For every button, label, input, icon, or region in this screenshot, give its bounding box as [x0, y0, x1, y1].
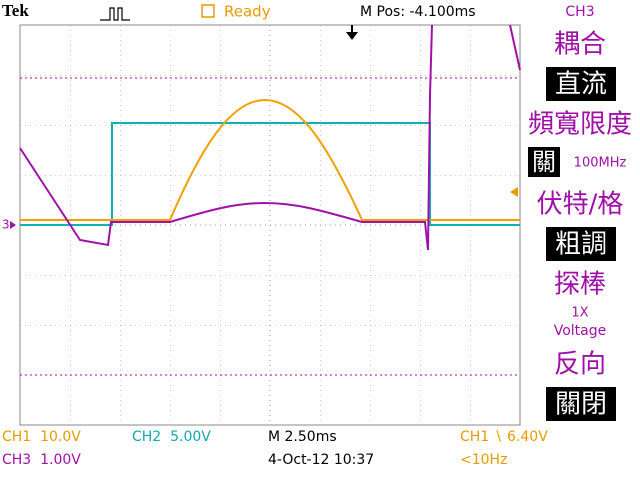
- menu-value-box: [546, 227, 616, 261]
- menu-value-box: [546, 67, 616, 101]
- menu-value: 1X: [571, 306, 588, 321]
- status-icon: [201, 4, 215, 18]
- channel-marker: 3: [2, 218, 10, 232]
- status: Ready: [224, 3, 271, 21]
- menu-value: 關閉: [555, 390, 607, 420]
- frequency: <10Hz: [460, 452, 507, 468]
- menu-channel: CH3: [565, 4, 594, 20]
- menu-title: 探棒: [554, 270, 606, 300]
- ch3-scale: CH3 1.00V: [2, 452, 81, 468]
- menu-extra: Voltage: [554, 323, 607, 339]
- menu-title: 伏特/格: [537, 190, 624, 220]
- menu-value-box: [528, 147, 560, 177]
- trigger-level-arrow: [510, 187, 518, 197]
- acq-icon: [100, 7, 130, 21]
- position: M Pos: -4.100ms: [360, 4, 476, 20]
- menu-title: 頻寬限度: [528, 110, 632, 140]
- ch2-scale: CH2 5.00V: [132, 429, 211, 445]
- ch1-trace: [20, 98, 520, 221]
- ch2-trace: [20, 122, 520, 226]
- channel-marker-arrow: [10, 221, 16, 229]
- menu-value-box: [546, 387, 616, 421]
- brand: Tek: [2, 1, 29, 20]
- menu-value: 粗調: [555, 230, 607, 260]
- date: 4-Oct-12 10:37: [268, 452, 374, 468]
- menu-value: 直流: [555, 70, 607, 100]
- ch1-scale: CH1 10.0V: [2, 429, 81, 445]
- trigger: CH1 ∖ 6.40V: [460, 429, 548, 445]
- menu-extra: 100MHz: [574, 156, 627, 171]
- timebase: M 2.50ms: [268, 429, 337, 445]
- menu-title: 耦合: [554, 30, 606, 60]
- menu-value: 關: [532, 148, 556, 176]
- menu-title: 反向: [554, 350, 606, 380]
- trigger-position-arrow: [346, 25, 358, 40]
- ch3-trace: [19, 24, 521, 251]
